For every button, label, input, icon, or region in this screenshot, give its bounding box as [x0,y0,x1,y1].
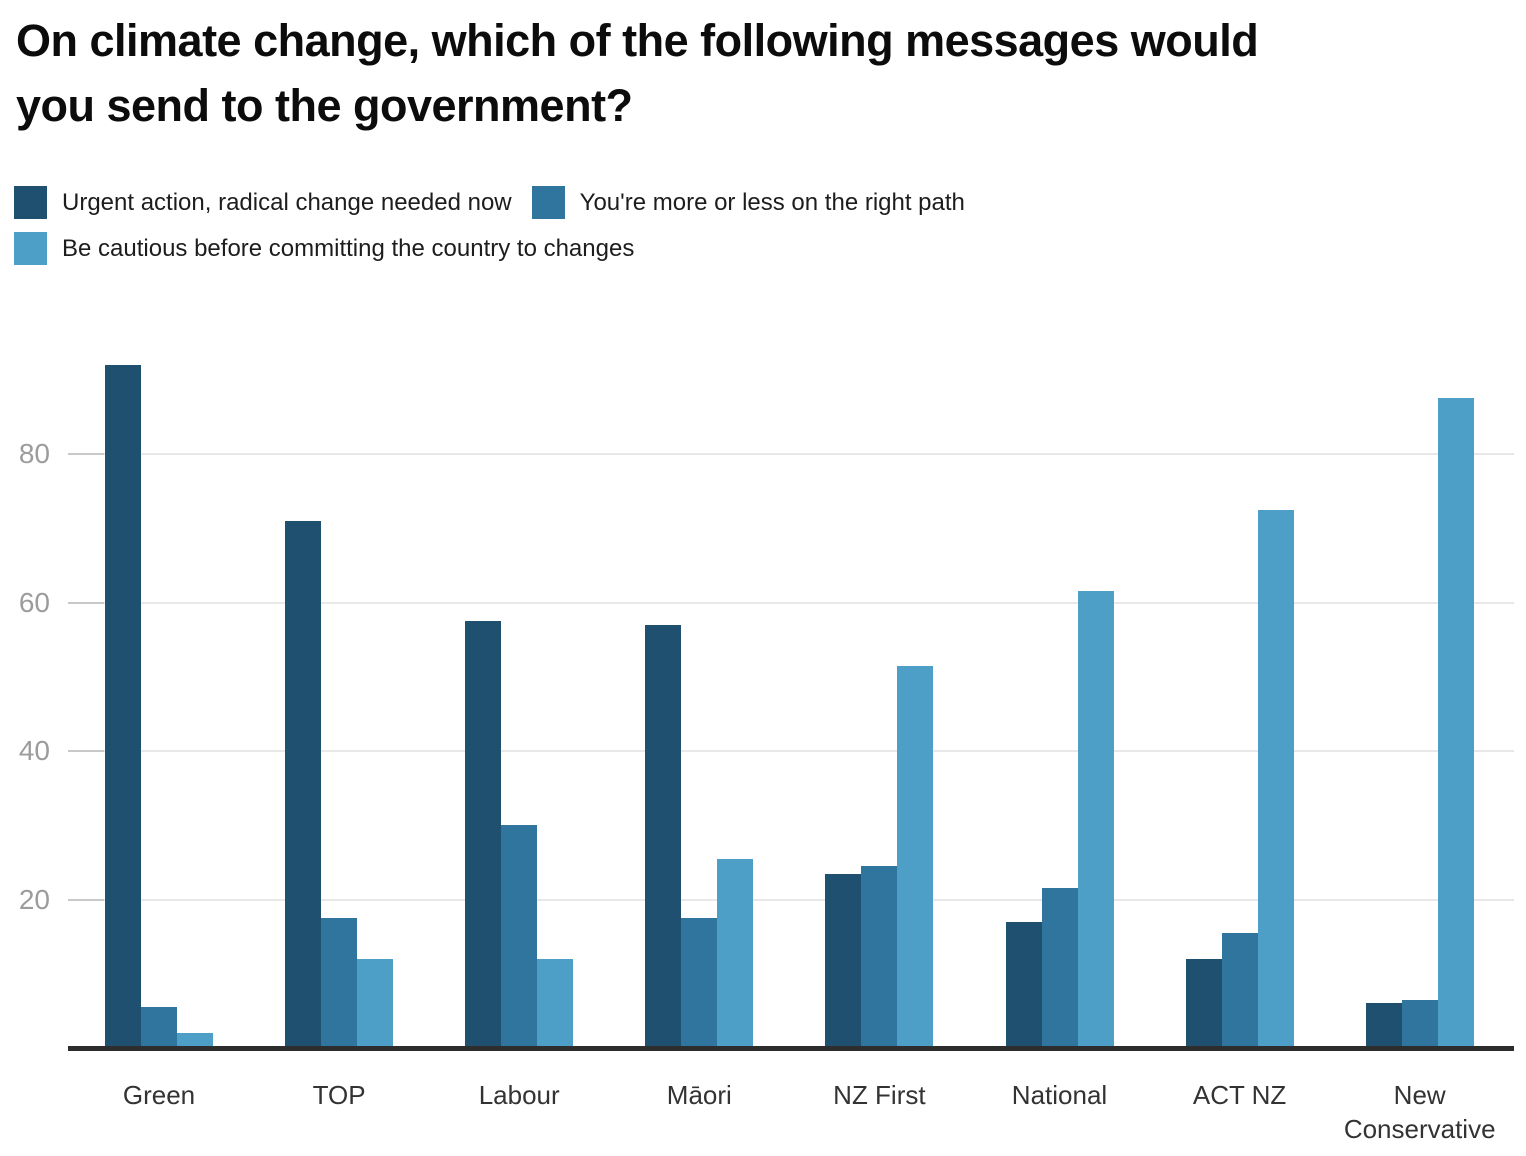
gridline-40 [68,750,1514,752]
bar-new-conservative-series-2 [1437,398,1474,1048]
x-category-label-new-conservative: New Conservative [1343,1080,1496,1144]
x-category-label-green: Green [122,1080,196,1110]
bar-act-nz-series-1 [1221,932,1258,1048]
bar-labour-series-1 [501,825,538,1048]
bar-national-series-0 [1005,921,1042,1048]
legend-item-urgent-action: Urgent action, radical change needed now [14,186,512,219]
plot-area: 20 40 60 80 [19,338,1514,1051]
gridline-80 [68,453,1514,455]
axis-tick-40 [68,750,104,752]
legend-label: Be cautious before committing the countr… [62,235,635,262]
bar-nz-first-series-2 [897,665,934,1048]
axis-tick-20 [68,898,104,901]
bar-top-series-0 [285,520,322,1048]
gridline-60 [68,601,1514,604]
x-category-label-act-nz: ACT NZ [1192,1080,1287,1110]
bar-national-series-1 [1041,888,1078,1048]
legend-swatch-light-blue [14,232,47,265]
bar-māori-series-0 [645,624,682,1048]
x-axis-labels: Green TOP Labour Māori NZ First National ACT N… [0,1078,1526,1148]
legend-item-right-path: You're more or less on the right path [531,186,965,219]
bar-nz-first-series-0 [825,873,862,1048]
chart-title-line-1: On climate change, which of the followin… [16,15,1259,66]
bar-top-series-1 [321,918,358,1048]
x-category-label-nz-first: NZ First [833,1080,926,1110]
legend-label: Urgent action, radical change needed now [62,189,512,216]
legend-swatch-medium-blue [531,186,565,219]
y-tick-label-60: 60 [18,586,50,618]
bar-labour-series-2 [537,958,574,1048]
x-category-label-māori: Māori [666,1080,732,1110]
bar-act-nz-series-0 [1185,958,1222,1048]
bar-green-series-2 [177,1033,213,1048]
x-category-label-labour: Labour [478,1080,560,1110]
bar-top-series-2 [357,958,394,1048]
axis-tick-60 [68,601,104,604]
chart-title-line-2: you send to the government? [16,80,633,131]
bar-labour-series-0 [465,621,502,1048]
bar-māori-series-2 [717,858,754,1048]
x-axis-line [68,1046,1514,1051]
x-category-label-top: TOP [312,1080,366,1110]
legend: Urgent action, radical change needed now… [14,186,1224,265]
chart-title: On climate change, which of the followin… [16,8,1516,138]
bar-nz-first-series-1 [861,866,898,1048]
bar-new-conservative-series-0 [1365,1003,1402,1048]
legend-label: You're more or less on the right path [579,189,965,216]
x-category-label-national: National [1011,1080,1108,1110]
legend-swatch-dark-blue [14,186,47,219]
gridline-20 [68,898,1514,901]
bar-act-nz-series-2 [1257,509,1294,1048]
bar-green-series-1 [141,1007,177,1048]
y-tick-label-20: 20 [18,883,50,915]
axis-tick-80 [68,453,104,455]
bar-national-series-2 [1077,591,1114,1048]
y-tick-label-80: 80 [18,438,50,469]
bar-new-conservative-series-1 [1401,999,1438,1048]
bar-green-series-0 [105,364,141,1048]
y-tick-label-40: 40 [18,735,50,766]
bar-māori-series-1 [681,918,718,1048]
legend-item-be-cautious: Be cautious before committing the countr… [14,232,634,265]
